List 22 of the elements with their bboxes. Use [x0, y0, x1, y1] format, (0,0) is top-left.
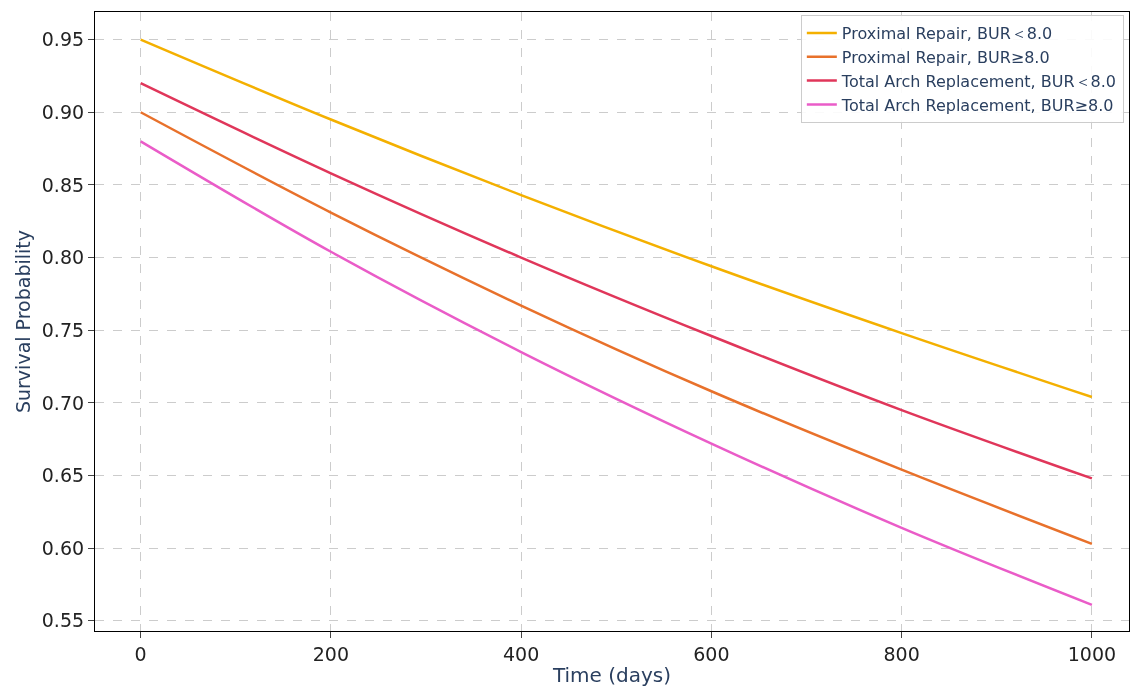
y-tick-label: 0.95: [41, 28, 85, 51]
x-tick-label: 0: [134, 642, 147, 665]
y-tick-label: 0.80: [41, 246, 85, 269]
legend-label: Total Arch Replacement, BUR≥8.0: [840, 95, 1114, 115]
y-tick-label: 0.90: [41, 100, 85, 123]
y-tick-label: 0.55: [41, 609, 85, 632]
line-series: [139, 140, 1094, 607]
x-tick-label: 400: [503, 642, 540, 665]
x-axis-title: Time (days): [551, 663, 672, 688]
y-tick-label: 0.65: [41, 464, 85, 487]
y-tick-label: 0.75: [41, 318, 85, 341]
y-tick-label: 0.60: [41, 536, 85, 559]
legend-label: Total Arch Replacement, BUR＜8.0: [840, 71, 1117, 91]
legend-label: Proximal Repair, BUR≥8.0: [841, 48, 1050, 68]
x-tick-label: 1000: [1067, 642, 1117, 665]
y-axis-title: Survival Probability: [11, 229, 34, 414]
y-tick-label: 0.70: [41, 391, 85, 414]
y-tick-label: 0.85: [41, 173, 85, 196]
x-tick-label: 600: [693, 642, 730, 665]
legend-label: Proximal Repair, BUR＜8.0: [841, 24, 1053, 44]
x-tick-label: 800: [883, 642, 920, 665]
x-tick-label: 200: [312, 642, 350, 665]
